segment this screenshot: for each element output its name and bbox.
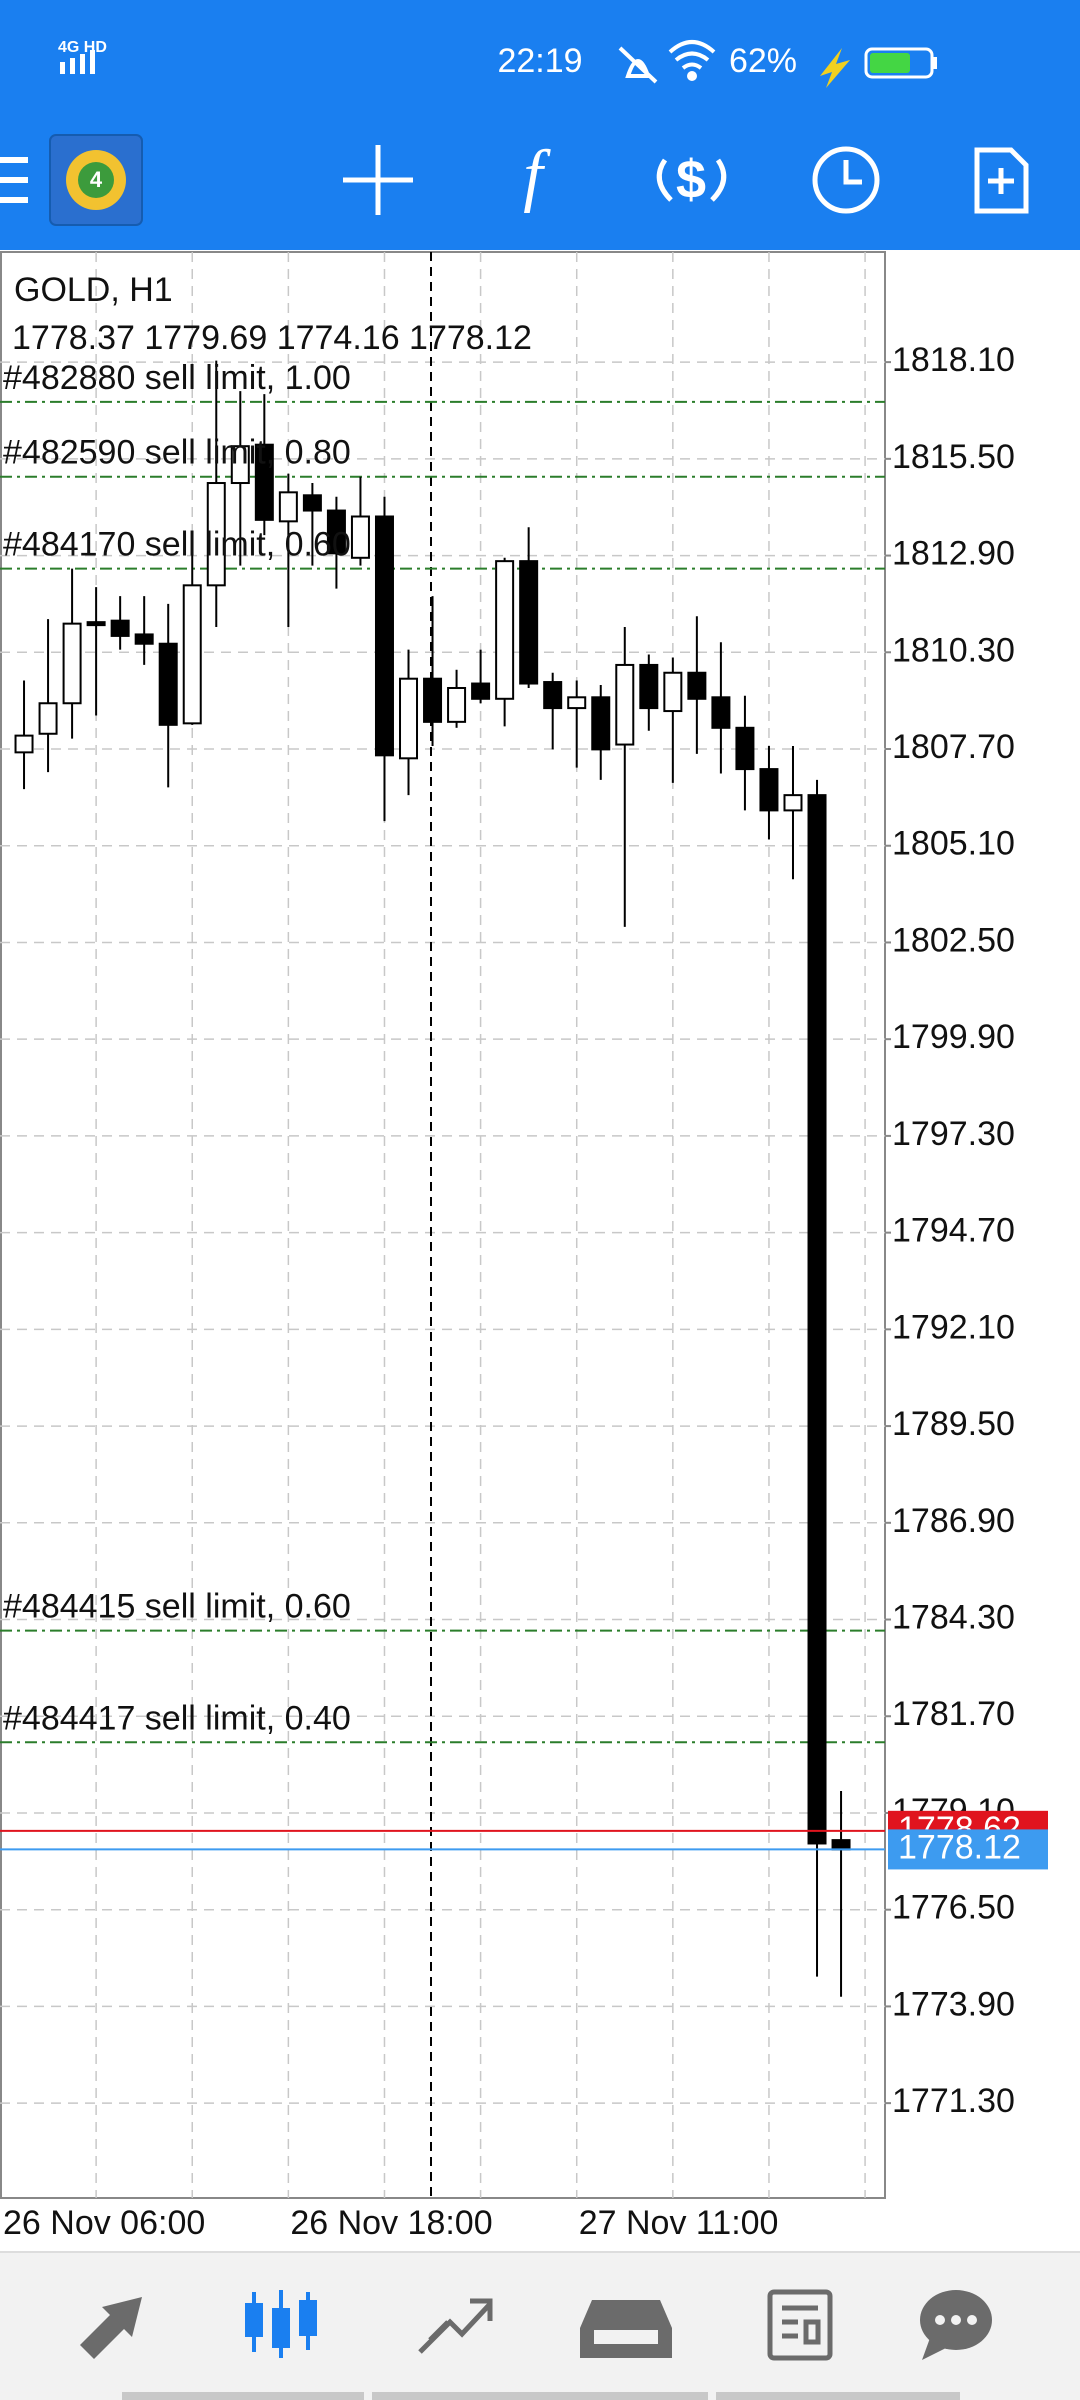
- chart-tab[interactable]: [245, 2290, 317, 2358]
- candle-body: [831, 1839, 851, 1851]
- order-label: #482590 sell limit, 0.80: [3, 434, 351, 472]
- candle-body: [639, 663, 659, 710]
- chart: [0, 252, 891, 2198]
- candle-body: [86, 621, 106, 627]
- candle-body: [230, 445, 250, 485]
- y-tick-label: 1802.50: [892, 921, 1015, 959]
- bid-line-label: 1778.12: [898, 1828, 1021, 1866]
- trade-tab[interactable]: [418, 2298, 493, 2354]
- y-tick-label: 1776.50: [892, 1889, 1015, 1927]
- network-icon: 4G HD: [58, 39, 107, 74]
- candle-body: [38, 702, 58, 735]
- candle-body: [399, 677, 419, 760]
- order-label: #484415 sell limit, 0.60: [3, 1588, 351, 1626]
- chart-title: GOLD, H1: [14, 271, 173, 309]
- x-tick-label: 27 Nov 11:00: [579, 2204, 779, 2242]
- y-tick-label: 1805.10: [892, 825, 1015, 863]
- y-tick-label: 1786.90: [892, 1502, 1015, 1540]
- quotes-tab[interactable]: [80, 2297, 142, 2359]
- x-tick-label: 26 Nov 06:00: [3, 2204, 205, 2242]
- candle-body: [158, 642, 178, 726]
- status-time: 22:19: [497, 42, 582, 80]
- candle-body: [735, 726, 755, 771]
- candle-body: [567, 696, 587, 710]
- menu-button[interactable]: [0, 157, 28, 203]
- y-tick-label: 1818.10: [892, 341, 1015, 379]
- order-label: #482880 sell limit, 1.00: [3, 359, 351, 397]
- history-tab[interactable]: [580, 2300, 672, 2358]
- candle-body: [302, 494, 322, 512]
- candle-body: [543, 681, 563, 710]
- candle-body: [134, 633, 154, 645]
- new-order-button[interactable]: [974, 147, 1029, 214]
- candle-body: [807, 794, 827, 1845]
- candle-body: [495, 560, 515, 700]
- y-tick-label: 1792.10: [892, 1308, 1015, 1346]
- y-tick-label: 1771.30: [892, 2082, 1015, 2120]
- candle-body: [471, 682, 491, 700]
- svg-text:$: $: [676, 149, 706, 209]
- candle-body: [326, 509, 346, 555]
- status-icons: [618, 40, 716, 84]
- y-tick-label: 1789.50: [892, 1405, 1015, 1443]
- y-tick-label: 1773.90: [892, 1985, 1015, 2023]
- y-tick-label: 1794.70: [892, 1212, 1015, 1250]
- y-tick-label: 1810.30: [892, 631, 1015, 669]
- candle-body: [110, 619, 130, 637]
- y-tick-label: 1807.70: [892, 728, 1015, 766]
- y-tick-label: 1815.50: [892, 438, 1015, 476]
- candle-body: [447, 686, 467, 723]
- svg-text:4: 4: [90, 167, 103, 192]
- battery-icon: [864, 47, 937, 79]
- battery-text: 62%: [729, 42, 797, 80]
- y-tick-label: 1797.30: [892, 1115, 1015, 1153]
- crosshair-button[interactable]: [343, 145, 413, 215]
- candle-body: [759, 768, 779, 812]
- ohlc-text: 1778.37 1779.69 1774.16 1778.12: [12, 319, 532, 357]
- news-tab[interactable]: [767, 2289, 833, 2361]
- history-button[interactable]: [812, 146, 880, 214]
- y-tick-label: 1784.30: [892, 1599, 1015, 1637]
- bid-line-box: [888, 1829, 1048, 1870]
- candle-body: [254, 443, 274, 521]
- y-tick-label: 1781.70: [892, 1695, 1015, 1733]
- network-text: 4G HD: [58, 39, 107, 56]
- app-logo[interactable]: 4: [49, 134, 143, 226]
- candle-body: [687, 671, 707, 700]
- candle-body: [663, 671, 683, 713]
- candle-body: [783, 794, 803, 812]
- y-tick-label: 1799.90: [892, 1018, 1015, 1056]
- trade-button[interactable]: $: [656, 149, 727, 209]
- candle-body: [374, 515, 394, 757]
- candle-body: [423, 677, 443, 723]
- candle-body: [278, 491, 298, 523]
- candle-body: [206, 482, 226, 587]
- candle-body: [62, 622, 82, 705]
- y-tick-label: 1812.90: [892, 535, 1015, 573]
- nav-handles: [122, 2392, 960, 2400]
- x-tick-label: 26 Nov 18:00: [290, 2204, 492, 2242]
- chat-tab[interactable]: [920, 2290, 992, 2360]
- chart-frame: [0, 251, 886, 2199]
- candle-body: [14, 734, 34, 754]
- order-label: #484417 sell limit, 0.40: [3, 1699, 351, 1737]
- top-bar: [0, 0, 1080, 250]
- candle-body: [350, 515, 370, 559]
- candle-body: [711, 696, 731, 729]
- charging-icon: [820, 48, 850, 88]
- candle-body: [615, 663, 635, 746]
- order-label: #484170 sell limit, 0.60: [3, 526, 351, 564]
- candle-body: [591, 696, 611, 751]
- candle-body: [182, 584, 202, 725]
- candle-body: [519, 560, 539, 685]
- bottom-nav: [0, 2252, 1080, 2400]
